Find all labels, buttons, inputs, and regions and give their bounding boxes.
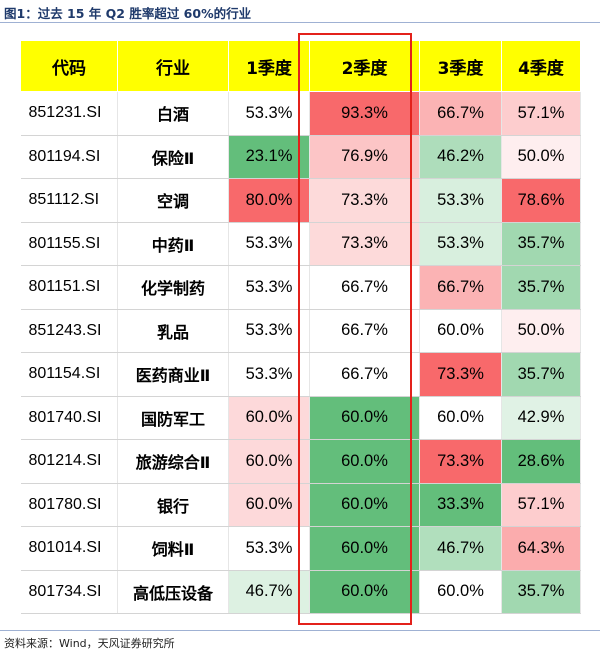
cell-q1-winrate: 80.0% <box>228 178 310 223</box>
cell-industry: 中药Ⅱ <box>117 222 229 266</box>
cell-code: 801155.SI <box>20 222 118 266</box>
cell-q4-winrate: 35.7% <box>501 222 581 266</box>
header-code: 代码 <box>20 40 118 92</box>
header-q1: 1季度 <box>228 40 310 92</box>
cell-q4-winrate: 50.0% <box>501 309 581 353</box>
source-divider <box>0 630 600 631</box>
cell-q1-winrate: 60.0% <box>228 439 310 484</box>
cell-q4-winrate: 35.7% <box>501 352 581 397</box>
header-row: 代码 行业 1季度 2季度 3季度 4季度 <box>20 40 581 92</box>
cell-q2-winrate: 66.7% <box>309 265 420 310</box>
figure-title: 图1：过去 15 年 Q2 胜率超过 60%的行业 <box>4 6 252 21</box>
cell-code: 801780.SI <box>20 483 118 527</box>
cell-q1-winrate: 53.3% <box>228 309 310 353</box>
table-row: 801214.SI 旅游综合Ⅱ 60.0% 60.0% 73.3% 28.6% <box>20 439 581 484</box>
cell-q2-winrate: 60.0% <box>309 570 420 614</box>
cell-q1-winrate: 23.1% <box>228 135 310 179</box>
cell-code: 801154.SI <box>20 352 118 397</box>
cell-q3-winrate: 73.3% <box>419 352 502 397</box>
cell-q2-winrate: 60.0% <box>309 483 420 527</box>
table-row: 801151.SI 化学制药 53.3% 66.7% 66.7% 35.7% <box>20 265 581 310</box>
cell-code: 851243.SI <box>20 309 118 353</box>
cell-code: 801214.SI <box>20 439 118 484</box>
cell-code: 801014.SI <box>20 526 118 571</box>
cell-q3-winrate: 53.3% <box>419 222 502 266</box>
cell-q1-winrate: 53.3% <box>228 526 310 571</box>
cell-q3-winrate: 46.7% <box>419 526 502 571</box>
cell-q1-winrate: 53.3% <box>228 91 310 136</box>
table-row: 801194.SI 保险Ⅱ 23.1% 76.9% 46.2% 50.0% <box>20 135 581 179</box>
header-q4: 4季度 <box>501 40 581 92</box>
cell-q4-winrate: 35.7% <box>501 265 581 310</box>
cell-q2-winrate: 60.0% <box>309 526 420 571</box>
cell-industry: 化学制药 <box>117 265 229 310</box>
cell-q2-winrate: 93.3% <box>309 91 420 136</box>
cell-q1-winrate: 53.3% <box>228 265 310 310</box>
header-q2: 2季度 <box>309 40 420 92</box>
cell-q2-winrate: 60.0% <box>309 439 420 484</box>
header-q3: 3季度 <box>419 40 502 92</box>
cell-q1-winrate: 53.3% <box>228 352 310 397</box>
table-row: 801155.SI 中药Ⅱ 53.3% 73.3% 53.3% 35.7% <box>20 222 581 266</box>
cell-q4-winrate: 28.6% <box>501 439 581 484</box>
cell-q2-winrate: 73.3% <box>309 178 420 223</box>
cell-q1-winrate: 53.3% <box>228 222 310 266</box>
cell-q1-winrate: 60.0% <box>228 483 310 527</box>
cell-industry: 旅游综合Ⅱ <box>117 439 229 484</box>
cell-industry: 空调 <box>117 178 229 223</box>
table-row: 801014.SI 饲料Ⅱ 53.3% 60.0% 46.7% 64.3% <box>20 526 581 571</box>
table-row: 851243.SI 乳品 53.3% 66.7% 60.0% 50.0% <box>20 309 581 353</box>
table-row: 801734.SI 高低压设备 46.7% 60.0% 60.0% 35.7% <box>20 570 581 614</box>
cell-industry: 银行 <box>117 483 229 527</box>
cell-q4-winrate: 35.7% <box>501 570 581 614</box>
cell-industry: 高低压设备 <box>117 570 229 614</box>
cell-q3-winrate: 60.0% <box>419 570 502 614</box>
cell-q3-winrate: 33.3% <box>419 483 502 527</box>
cell-code: 801734.SI <box>20 570 118 614</box>
table-row: 851112.SI 空调 80.0% 73.3% 53.3% 78.6% <box>20 178 581 223</box>
cell-q2-winrate: 66.7% <box>309 309 420 353</box>
table-row: 801780.SI 银行 60.0% 60.0% 33.3% 57.1% <box>20 483 581 527</box>
cell-industry: 医药商业Ⅱ <box>117 352 229 397</box>
table-row: 801740.SI 国防军工 60.0% 60.0% 60.0% 42.9% <box>20 396 581 440</box>
cell-industry: 乳品 <box>117 309 229 353</box>
cell-q3-winrate: 46.2% <box>419 135 502 179</box>
cell-industry: 白酒 <box>117 91 229 136</box>
cell-q1-winrate: 46.7% <box>228 570 310 614</box>
cell-code: 801740.SI <box>20 396 118 440</box>
cell-industry: 饲料Ⅱ <box>117 526 229 571</box>
table-body: 851231.SI 白酒 53.3% 93.3% 66.7% 57.1% 801194.SI… <box>20 91 581 614</box>
table-row: 801154.SI 医药商业Ⅱ 53.3% 66.7% 73.3% 35.7% <box>20 352 581 397</box>
cell-q2-winrate: 73.3% <box>309 222 420 266</box>
cell-q3-winrate: 53.3% <box>419 178 502 223</box>
cell-q2-winrate: 66.7% <box>309 352 420 397</box>
cell-q3-winrate: 66.7% <box>419 265 502 310</box>
cell-q3-winrate: 66.7% <box>419 91 502 136</box>
cell-q1-winrate: 60.0% <box>228 396 310 440</box>
table-row: 851231.SI 白酒 53.3% 93.3% 66.7% 57.1% <box>20 91 581 136</box>
cell-q3-winrate: 60.0% <box>419 396 502 440</box>
cell-industry: 保险Ⅱ <box>117 135 229 179</box>
cell-q2-winrate: 60.0% <box>309 396 420 440</box>
cell-code: 851112.SI <box>20 178 118 223</box>
cell-q2-winrate: 76.9% <box>309 135 420 179</box>
cell-q3-winrate: 73.3% <box>419 439 502 484</box>
cell-q4-winrate: 78.6% <box>501 178 581 223</box>
cell-q4-winrate: 64.3% <box>501 526 581 571</box>
cell-q3-winrate: 60.0% <box>419 309 502 353</box>
cell-q4-winrate: 57.1% <box>501 483 581 527</box>
cell-q4-winrate: 42.9% <box>501 396 581 440</box>
cell-industry: 国防军工 <box>117 396 229 440</box>
cell-q4-winrate: 50.0% <box>501 135 581 179</box>
cell-code: 801194.SI <box>20 135 118 179</box>
title-divider <box>0 22 600 23</box>
cell-q4-winrate: 57.1% <box>501 91 581 136</box>
winrate-table: 代码 行业 1季度 2季度 3季度 4季度 851231.SI 白酒 53.3% 93… <box>20 40 581 614</box>
winrate-table-container: 代码 行业 1季度 2季度 3季度 4季度 851231.SI 白酒 53.3% 93… <box>20 40 581 620</box>
cell-code: 851231.SI <box>20 91 118 136</box>
cell-code: 801151.SI <box>20 265 118 310</box>
source-note: 资料来源：Wind，天风证券研究所 <box>4 637 175 650</box>
header-industry: 行业 <box>117 40 229 92</box>
